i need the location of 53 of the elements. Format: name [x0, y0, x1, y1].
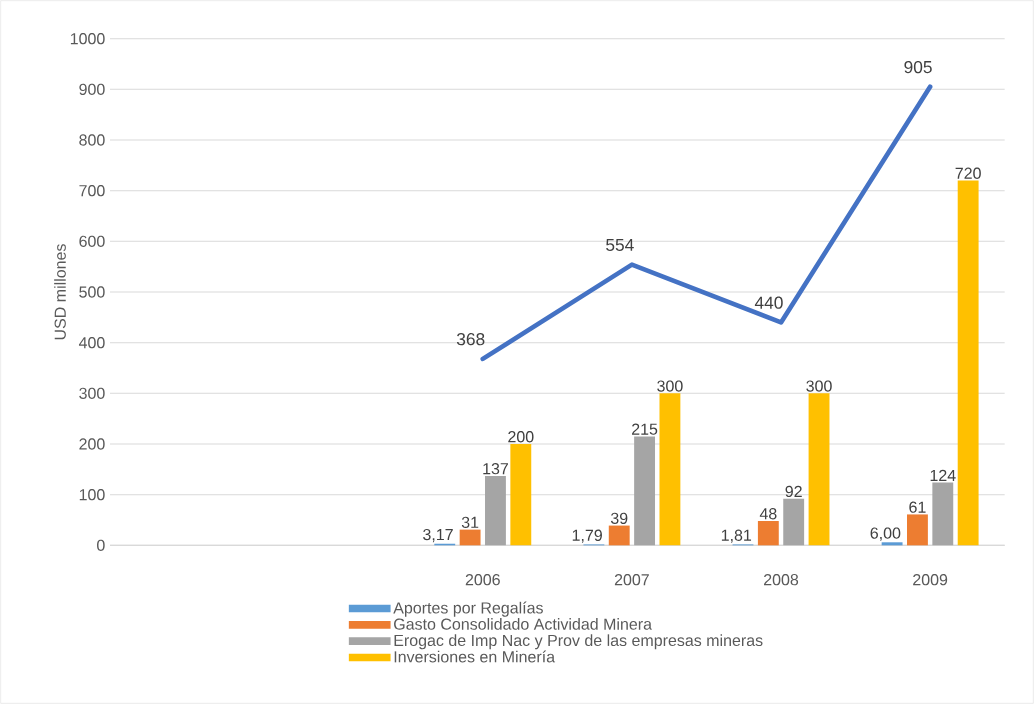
y-tick-label: 400: [78, 337, 105, 349]
y-tick-label: 700: [79, 185, 105, 197]
data-label: 137: [483, 463, 508, 475]
y-tick-label: 900: [79, 83, 105, 95]
data-label: 48: [759, 508, 777, 520]
y-tick-label: 1000: [70, 33, 105, 45]
data-label: 300: [657, 380, 683, 392]
y-tick-label: 600: [79, 235, 105, 247]
bar: [932, 482, 954, 546]
x-tick-label: 2008: [764, 574, 799, 586]
legend-label: Aportes por Regalías: [393, 601, 543, 617]
data-label: 92: [785, 485, 802, 498]
y-axis-title: USD millones: [54, 244, 66, 340]
data-label: 61: [909, 501, 926, 513]
bar: [659, 393, 681, 546]
y-tick-label: 0: [97, 539, 105, 551]
bar: [608, 525, 630, 546]
data-label: 720: [955, 167, 981, 179]
bar: [881, 542, 903, 546]
bar: [757, 521, 779, 546]
legend-label: Inversiones en Minería: [394, 650, 556, 663]
data-label: 905: [904, 60, 932, 74]
y-tick-label: 300: [79, 387, 105, 399]
bar: [957, 180, 979, 546]
data-label: 124: [930, 469, 956, 481]
bar: [783, 498, 805, 546]
data-label: 554: [606, 238, 634, 252]
bar: [485, 475, 506, 546]
y-tick-label: 100: [79, 489, 105, 501]
bar: [459, 529, 481, 546]
data-label: 215: [632, 423, 658, 435]
data-label: 300: [806, 380, 832, 392]
data-label: 200: [508, 431, 534, 443]
bar: [510, 444, 532, 546]
x-tick-label: 2006: [465, 574, 500, 586]
bar: [808, 393, 830, 546]
data-label: 440: [754, 296, 783, 309]
data-label: 3,17: [423, 528, 453, 543]
data-label: 1,81: [721, 529, 752, 543]
legend-label: Gasto Consolidado Actividad Minera: [394, 618, 652, 630]
bar: [634, 436, 656, 546]
data-label: 368: [456, 333, 485, 346]
y-tick-label: 500: [79, 286, 105, 298]
data-label: 1,79: [572, 529, 602, 543]
data-label: 39: [610, 512, 628, 524]
x-tick-label: 2009: [913, 574, 948, 586]
data-label: 31: [461, 516, 479, 529]
data-label: 6,00: [870, 527, 901, 541]
y-tick-label: 800: [79, 134, 105, 146]
x-tick-label: 2007: [614, 574, 649, 586]
legend-label: Erogac de Imp Nac y Prov de las empresas mineras: [394, 634, 763, 650]
bar: [907, 514, 928, 546]
y-tick-label: 200: [79, 438, 105, 450]
